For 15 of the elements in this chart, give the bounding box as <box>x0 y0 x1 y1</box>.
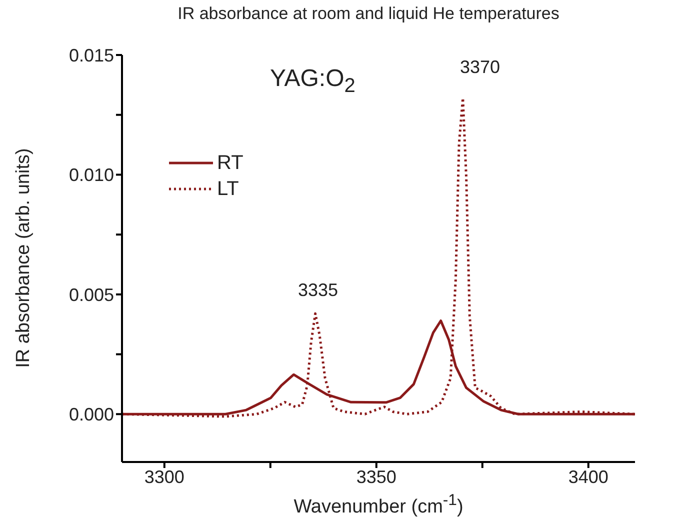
x-tick-label: 3300 <box>144 466 184 487</box>
y-tick-label: 0.000 <box>68 404 114 425</box>
legend-label: RT <box>217 151 244 176</box>
annotation: YAG:O$_{2}$ <box>270 65 356 98</box>
y-tick-label: 0.010 <box>68 165 114 186</box>
x-tick-label: 3400 <box>568 466 608 487</box>
y-tick-label: 0.005 <box>68 284 114 305</box>
x-axis-title: Wavenumber (cm$^{-1}$) <box>292 492 464 518</box>
chart-title: IR absorbance at room and liquid He temperatures <box>176 4 560 24</box>
y-axis-title: IR absorbance (arb. units) <box>13 146 35 370</box>
x-tick-label: 3350 <box>356 466 396 487</box>
legend-label: LT <box>217 177 239 202</box>
annotation: 3370 <box>460 57 500 78</box>
annotation: 3335 <box>298 280 338 301</box>
y-tick-label: 0.015 <box>68 45 114 66</box>
